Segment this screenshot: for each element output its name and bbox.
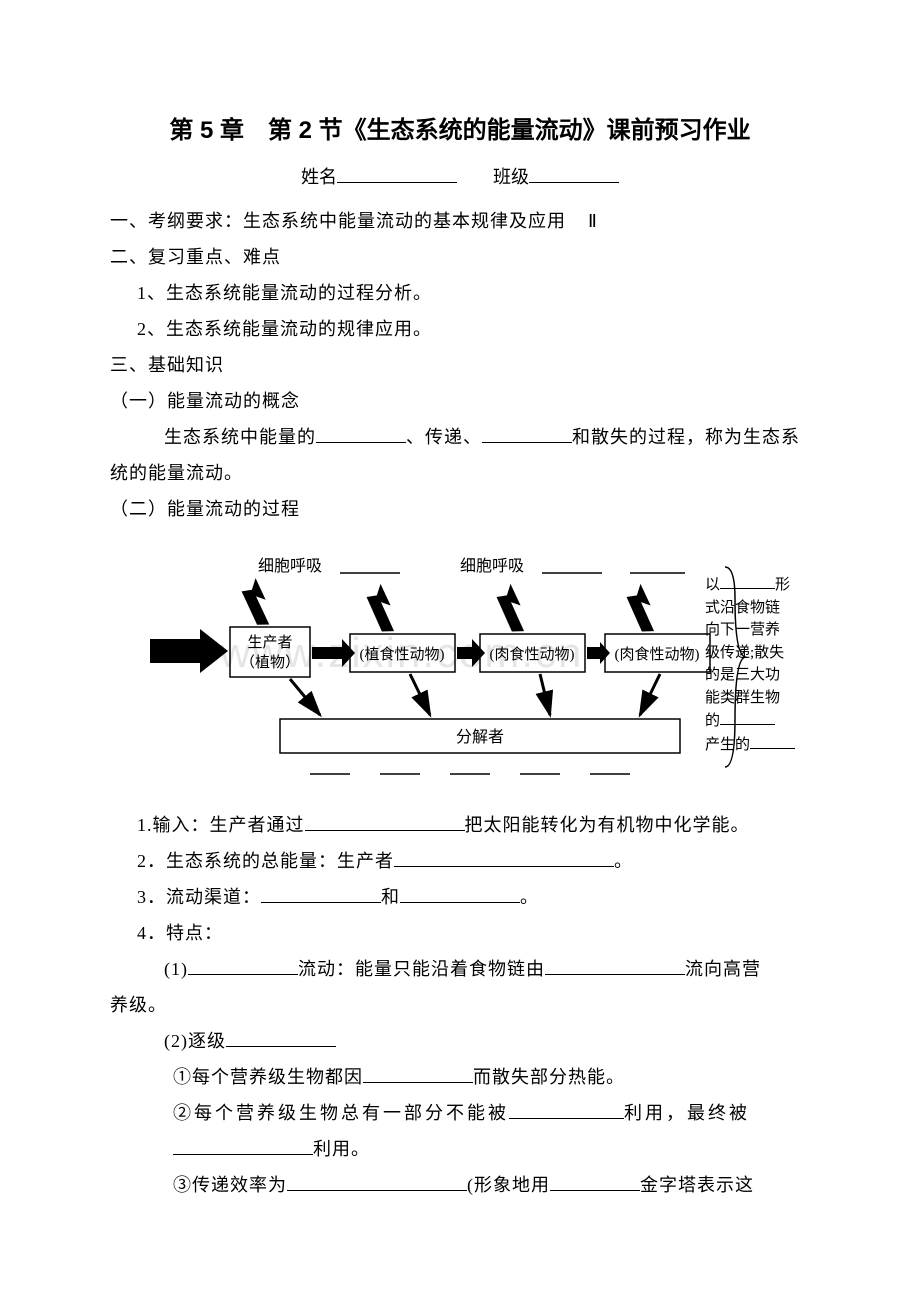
section-1-text: 一、考纲要求：生态系统中能量流动的基本规律及应用 [110,211,566,231]
class-label: 班级 [493,167,529,187]
q4-2-2-line1: ②每个营养级生物总有一部分不能被 利用，最终被 [110,1095,810,1131]
section-2-item-2: 2、生态系统能量流动的规律应用。 [110,311,810,347]
q4-2-1b: 而散失部分热能。 [473,1067,625,1087]
blank-form[interactable] [720,573,775,589]
blank-produce[interactable] [750,733,795,749]
page-title: 第 5 章 第 2 节《生态系统的能量流动》课前预习作业 [110,110,810,145]
section-3-sub2: （二）能量流动的过程 [110,491,810,527]
sn-1a: 以 [705,577,720,593]
q4-1c: 流向高营 [685,959,761,979]
q3-c: 。 [520,887,539,907]
q3-a: 3．流动渠道： [137,887,261,907]
energy-flow-diagram: www.zixin.com.cn 细胞呼吸 细胞呼吸 生产者 （植物） (植食性… [150,539,810,799]
label-respiration-1: 细胞呼吸 [258,557,322,575]
label-respiration-2: 细胞呼吸 [460,557,524,575]
q1: 1.输入：生产者通过 把太阳能转化为有机物中化学能。 [110,807,810,843]
q4-2-3c: 金字塔表示这 [640,1175,754,1195]
q4-2-2-blank-1[interactable] [509,1101,624,1119]
diagram-side-note: 以 形 式沿食物链 向下一营养 级传递;散失 的是三大功 能类群生物 的 产生的 [705,573,815,756]
section-2: 二、复习重点、难点 [110,239,810,275]
name-class-line: 姓名 班级 [110,163,810,189]
q4-1-line1: (1) 流动：能量只能沿着食物链由 流向高营 [110,951,810,987]
q3-b: 和 [381,887,400,907]
producer-label-2: （植物） [240,654,300,671]
input-arrow-icon [150,629,228,673]
blank-input[interactable] [316,425,406,443]
q4-1b: 流动：能量只能沿着食物链由 [298,959,545,979]
q4-1a: (1) [164,959,188,979]
q1-b: 把太阳能转化为有机物中化学能。 [465,815,750,835]
sn-1b: 形 [775,577,790,593]
q4: 4．特点： [110,915,810,951]
q3-blank-2[interactable] [400,885,520,903]
t-tail: 和散失的过程，称为生态系 [572,427,800,447]
section-1: 一、考纲要求：生态系统中能量流动的基本规律及应用 Ⅱ [110,203,810,239]
section-3-sub1: （一）能量流动的概念 [110,383,810,419]
sn-4: 级传递;散失 [705,645,784,661]
level-roman: Ⅱ [588,211,598,231]
q4-2-2-blank-2[interactable] [173,1137,313,1155]
q4-2-3-blank-1[interactable] [287,1173,467,1191]
q4-1-line2: 养级。 [110,987,810,1023]
producer-label-1: 生产者 [247,634,292,651]
q4-2-3a: ③传递效率为 [173,1175,287,1195]
respiration-arrows [237,576,660,633]
carnivore-2-label: (肉食性动物) [615,646,700,663]
q4-2-2c: 利用。 [313,1139,370,1159]
section-3: 三、基础知识 [110,347,810,383]
sn-6: 能类群生物 [705,690,780,706]
q2-b: 。 [614,851,633,871]
q4-2-1: ①每个营养级生物都因 而散失部分热能。 [110,1059,810,1095]
q4-1-blank-1[interactable] [188,957,298,975]
q3-blank-1[interactable] [261,885,381,903]
name-blank[interactable] [337,165,457,183]
q4-2-1-blank[interactable] [363,1065,473,1083]
q1-a: 1.输入：生产者通过 [137,815,305,835]
q2-a: 2．生态系统的总能量：生产者 [137,851,394,871]
q4-2-3: ③传递效率为 (形象地用 金字塔表示这 [110,1167,810,1203]
sn-2: 式沿食物链 [705,600,780,616]
q2: 2．生态系统的总能量：生产者 。 [110,843,810,879]
q3: 3．流动渠道： 和 。 [110,879,810,915]
concept-line-2: 统的能量流动。 [110,455,810,491]
q4-2-blank[interactable] [226,1029,336,1047]
carnivore-1-label: (肉食性动物) [490,646,575,663]
q4-2-1a: ①每个营养级生物都因 [173,1067,363,1087]
q4-2-3b: (形象地用 [467,1175,550,1195]
q4-2-2b: 利用，最终被 [624,1103,750,1123]
t-mid: 、传递、 [406,427,482,447]
decomposer-arrows [290,674,660,715]
herbivore-label: (植食性动物) [360,646,445,663]
q4-2-2a: ②每个营养级生物总有一部分不能被 [173,1103,509,1123]
sn-7: 的 [705,713,720,729]
q4-1-blank-2[interactable] [545,957,685,975]
q1-blank[interactable] [305,813,465,831]
q4-2a: (2)逐级 [164,1031,226,1051]
t-pre: 生态系统中能量的 [164,427,316,447]
concept-line-1: 生态系统中能量的 、传递、 和散失的过程，称为生态系 [110,419,810,455]
decomposer-label: 分解者 [456,728,504,746]
q2-blank[interactable] [394,849,614,867]
section-2-item-1: 1、生态系统能量流动的过程分析。 [110,275,810,311]
q4-2: (2)逐级 [110,1023,810,1059]
sn-3: 向下一营养 [705,622,780,638]
name-label: 姓名 [301,167,337,187]
q4-2-3-blank-2[interactable] [550,1173,640,1191]
blank-transform[interactable] [482,425,572,443]
blank-of[interactable] [720,709,775,725]
sn-5: 的是三大功 [705,667,780,683]
q4-2-2-line2: 利用。 [110,1131,810,1167]
sn-8: 产生的 [705,737,750,753]
class-blank[interactable] [529,165,619,183]
